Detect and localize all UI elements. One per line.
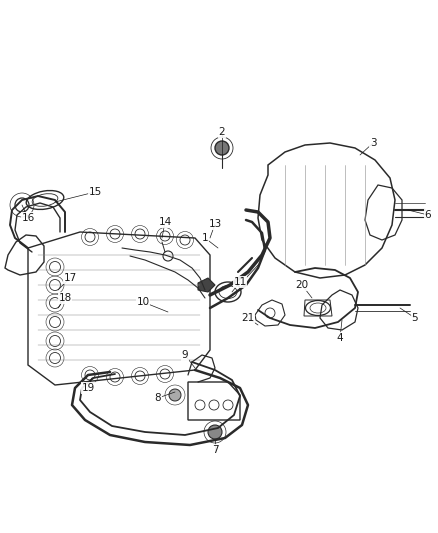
Text: 1: 1: [201, 233, 208, 243]
Text: 18: 18: [58, 293, 72, 303]
Circle shape: [208, 425, 222, 439]
Text: 20: 20: [296, 280, 308, 290]
Circle shape: [215, 141, 229, 155]
Text: 10: 10: [137, 297, 149, 307]
Text: 11: 11: [233, 277, 247, 287]
Text: 4: 4: [337, 333, 343, 343]
Text: 8: 8: [155, 393, 161, 403]
Text: 3: 3: [370, 138, 376, 148]
Text: 6: 6: [425, 210, 431, 220]
Text: 17: 17: [64, 273, 77, 283]
Circle shape: [169, 389, 181, 401]
Text: 16: 16: [21, 213, 35, 223]
Text: 14: 14: [159, 217, 172, 227]
Text: 21: 21: [241, 313, 254, 323]
Text: 9: 9: [182, 350, 188, 360]
Text: 15: 15: [88, 187, 102, 197]
Text: 2: 2: [219, 127, 225, 137]
Text: 7: 7: [212, 445, 218, 455]
Text: 5: 5: [412, 313, 418, 323]
Text: 19: 19: [81, 383, 95, 393]
Polygon shape: [198, 278, 215, 292]
Text: 13: 13: [208, 219, 222, 229]
